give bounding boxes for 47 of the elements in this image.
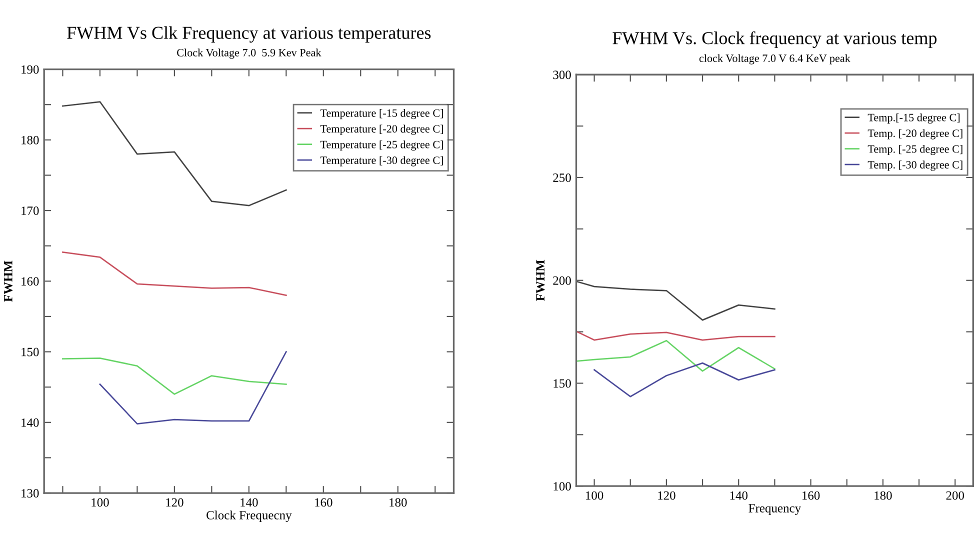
x-tick-label: 160 bbox=[802, 491, 820, 500]
chart-title: FWHM Vs. Clock frequency at various temp bbox=[612, 31, 937, 48]
legend-label: Temperature [-25 degree C] bbox=[320, 140, 443, 151]
x-tick-label: 160 bbox=[315, 498, 332, 507]
line-series bbox=[62, 357, 287, 395]
y-tick-label: 170 bbox=[22, 206, 39, 215]
legend-label: Temperature [-15 degree C] bbox=[320, 109, 443, 120]
x-tick-label: 120 bbox=[166, 498, 184, 507]
legend-label: Temperature [-30 degree C] bbox=[320, 156, 443, 166]
line-series bbox=[576, 280, 776, 321]
line-series bbox=[62, 101, 287, 206]
y-tick-label: 130 bbox=[22, 489, 39, 498]
legend-label: Temperature [-20 degree C] bbox=[320, 124, 443, 135]
y-tick-label: 140 bbox=[22, 418, 39, 427]
x-tick-label: 140 bbox=[730, 491, 748, 500]
y-tick-label: 300 bbox=[553, 70, 571, 80]
legend-label: Temp.[-15 degree C] bbox=[868, 113, 960, 124]
legend-label: Temp. [-30 degree C] bbox=[868, 160, 962, 171]
chart-subtitle: Clock Voltage 7.0 5.9 Kev Peak bbox=[177, 48, 322, 59]
y-tick-label: 150 bbox=[554, 379, 571, 388]
x-axis-title: Clock Frequecny bbox=[206, 510, 292, 522]
x-axis-title: Frequency bbox=[748, 504, 802, 516]
x-tick-label: 180 bbox=[874, 491, 892, 500]
x-tick-label: 180 bbox=[390, 498, 407, 507]
line-series bbox=[62, 252, 287, 296]
chart-subtitle: clock Voltage 7.0 V 6.4 KeV peak bbox=[699, 54, 850, 64]
line-series bbox=[576, 330, 776, 341]
y-tick-label: 200 bbox=[553, 276, 571, 285]
x-tick-label: 100 bbox=[92, 498, 109, 507]
x-tick-label: 200 bbox=[946, 491, 964, 500]
y-tick-label: 180 bbox=[22, 136, 39, 144]
x-tick-label: 100 bbox=[586, 491, 604, 500]
y-tick-label: 150 bbox=[22, 348, 39, 356]
chart-title: FWHM Vs Clk Frequency at various temperatures bbox=[67, 26, 431, 43]
legend-label: Temp. [-20 degree C] bbox=[868, 129, 962, 140]
x-tick-label: 120 bbox=[658, 491, 676, 500]
line-series bbox=[99, 351, 287, 425]
y-axis-title: FWHM bbox=[536, 260, 545, 301]
y-tick-label: 100 bbox=[554, 482, 571, 491]
x-tick-label: 140 bbox=[240, 498, 258, 507]
y-tick-label: 250 bbox=[553, 174, 571, 182]
y-axis-title: FWHM bbox=[4, 260, 12, 302]
y-tick-label: 190 bbox=[22, 65, 39, 74]
line-series bbox=[594, 362, 776, 398]
y-tick-label: 160 bbox=[22, 277, 39, 286]
legend-label: Temp. [-25 degree C] bbox=[868, 144, 962, 156]
line-series bbox=[576, 340, 776, 372]
